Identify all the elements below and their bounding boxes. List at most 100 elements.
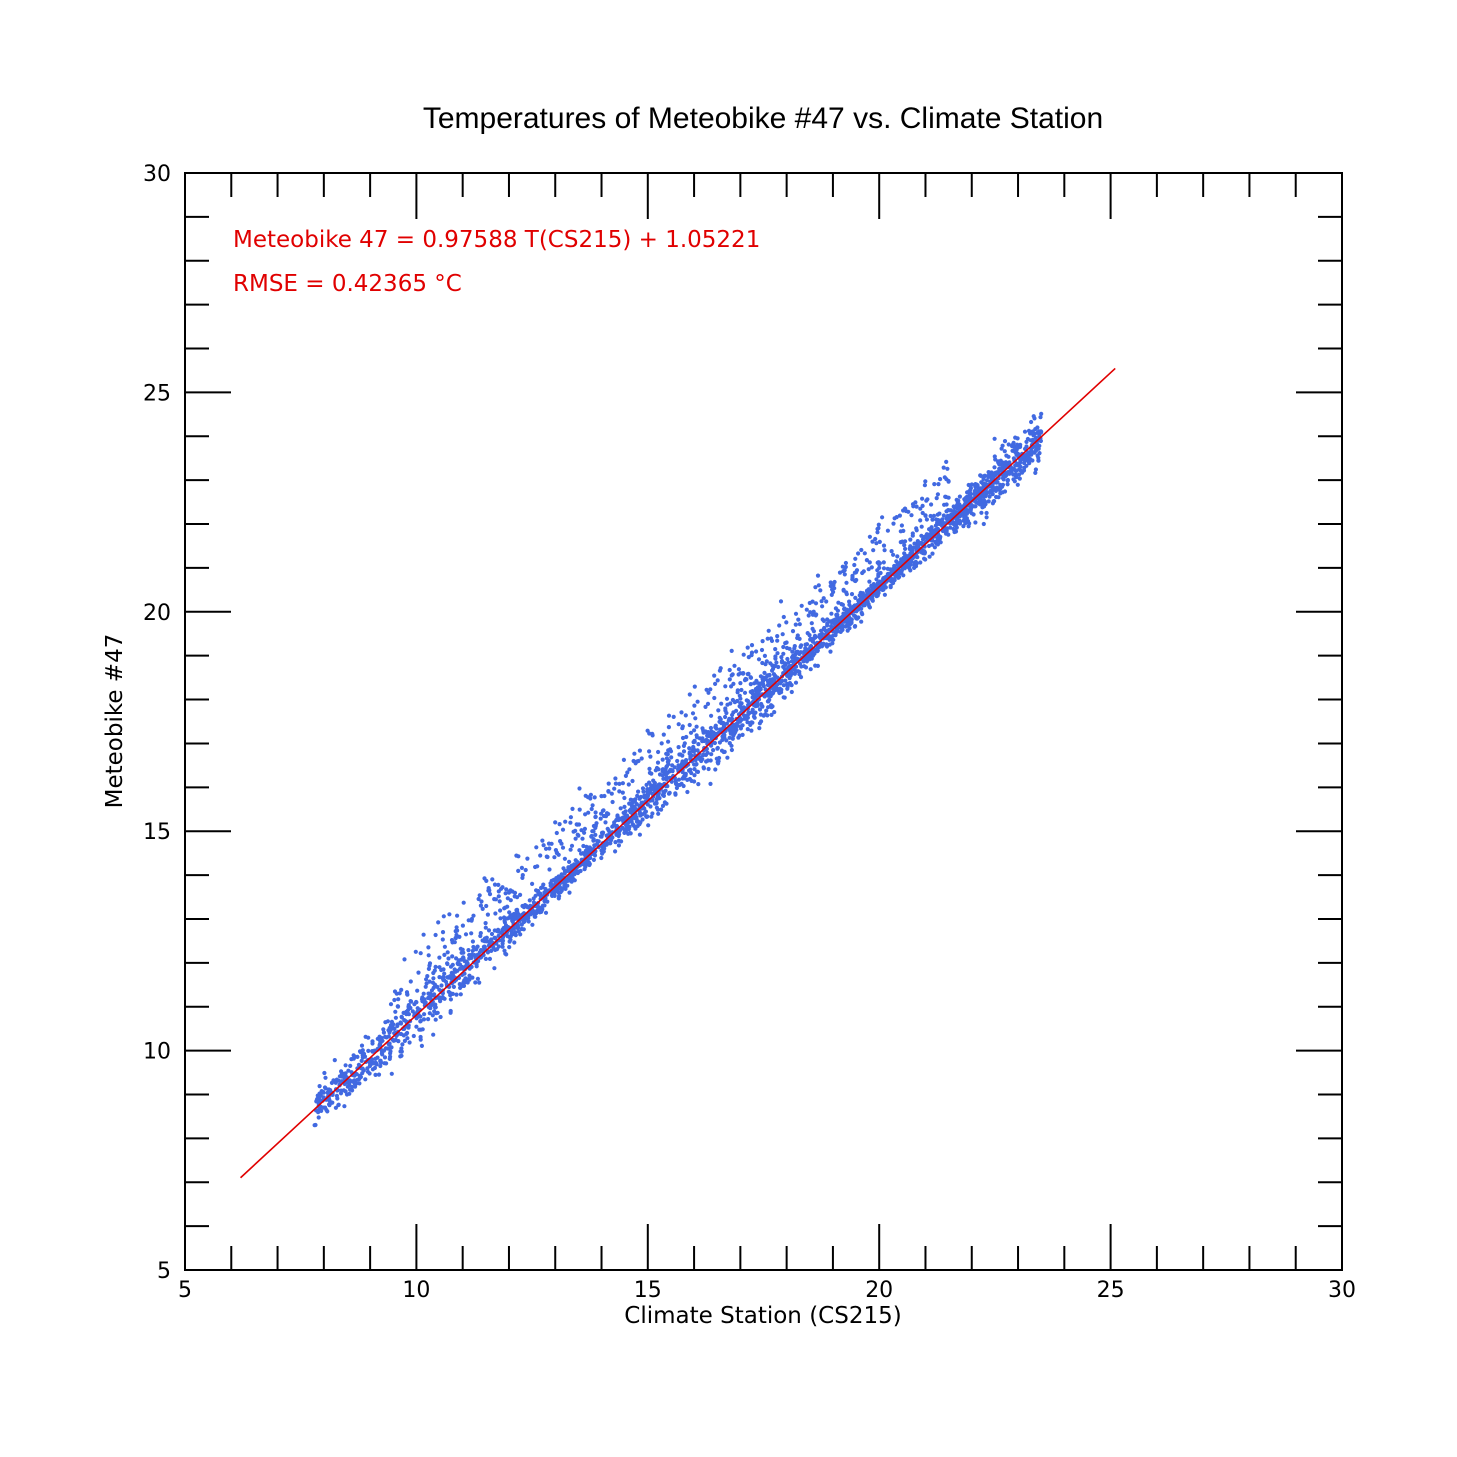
data-point: [708, 781, 713, 787]
data-point: [392, 989, 398, 994]
data-point: [795, 635, 800, 641]
data-point: [809, 656, 814, 661]
data-point: [769, 703, 774, 708]
data-point: [971, 512, 976, 517]
data-point: [870, 596, 875, 602]
data-point: [327, 1097, 332, 1102]
data-point: [781, 651, 786, 656]
data-point: [676, 777, 682, 782]
data-point: [929, 502, 934, 507]
data-point: [424, 977, 429, 982]
data-point: [942, 475, 947, 480]
data-point: [432, 992, 437, 997]
data-point: [680, 726, 685, 731]
data-point: [1015, 482, 1020, 487]
data-point: [666, 739, 671, 744]
data-point: [425, 974, 430, 979]
data-point: [945, 526, 950, 531]
data-point: [526, 919, 531, 924]
data-point: [899, 523, 905, 528]
data-point: [773, 663, 778, 669]
data-point: [383, 1020, 388, 1025]
data-point: [902, 543, 907, 548]
data-point: [842, 572, 847, 577]
data-point: [661, 732, 666, 737]
data-point: [757, 707, 763, 712]
data-point: [483, 925, 488, 930]
data-point: [602, 793, 607, 799]
data-point: [659, 741, 664, 746]
data-point: [321, 1089, 326, 1094]
data-point: [661, 789, 666, 795]
data-point: [853, 595, 858, 601]
data-point: [380, 1052, 385, 1057]
data-point: [693, 716, 698, 721]
data-point: [399, 987, 404, 993]
data-point: [681, 783, 686, 789]
data-point: [559, 872, 564, 877]
data-point: [738, 696, 743, 701]
data-point: [748, 675, 753, 680]
data-point: [789, 670, 795, 675]
data-point: [847, 599, 852, 604]
data-point: [891, 521, 896, 526]
data-point: [692, 739, 697, 744]
data-point: [903, 539, 908, 544]
data-point: [681, 743, 687, 749]
data-point: [745, 645, 750, 650]
data-point: [559, 886, 564, 892]
data-point: [1006, 442, 1011, 447]
data-point: [706, 690, 711, 695]
data-point: [797, 651, 802, 657]
data-point: [546, 841, 552, 846]
data-point: [525, 905, 530, 910]
data-point: [755, 703, 760, 708]
data-point: [712, 673, 717, 678]
data-point: [927, 527, 932, 532]
data-point: [882, 592, 888, 597]
data-point: [621, 815, 626, 820]
data-point: [550, 893, 555, 899]
data-point: [474, 947, 479, 952]
data-point: [859, 547, 864, 553]
data-point: [399, 1046, 404, 1051]
data-point: [456, 960, 461, 965]
data-point: [589, 806, 594, 812]
data-point: [631, 823, 637, 829]
data-point: [703, 729, 708, 734]
data-point: [530, 922, 535, 927]
data-point: [853, 556, 858, 561]
data-point: [741, 671, 746, 676]
data-point: [1013, 472, 1018, 477]
data-point: [919, 524, 924, 529]
data-point: [834, 616, 839, 622]
data-point: [487, 956, 492, 962]
data-point: [693, 758, 698, 763]
data-point: [649, 814, 654, 819]
data-point: [785, 656, 790, 662]
x-tick-label: 25: [1097, 1278, 1125, 1303]
data-point: [775, 651, 780, 656]
data-point: [864, 558, 870, 563]
data-point: [355, 1054, 360, 1059]
data-point: [675, 758, 680, 764]
data-point: [997, 467, 1002, 472]
data-point: [316, 1115, 321, 1120]
data-point: [724, 696, 730, 701]
data-point: [711, 748, 716, 753]
data-point: [814, 612, 819, 617]
data-point: [637, 810, 642, 815]
data-point: [650, 733, 655, 738]
data-point: [806, 613, 811, 618]
data-point: [687, 746, 692, 751]
data-point: [867, 579, 872, 584]
data-point: [355, 1077, 360, 1082]
data-point: [746, 655, 751, 660]
data-point: [519, 922, 524, 927]
data-point: [322, 1085, 328, 1090]
data-point: [572, 878, 577, 883]
data-point: [492, 882, 498, 887]
data-point: [829, 611, 834, 616]
data-point: [432, 1009, 437, 1014]
data-point: [642, 806, 647, 811]
